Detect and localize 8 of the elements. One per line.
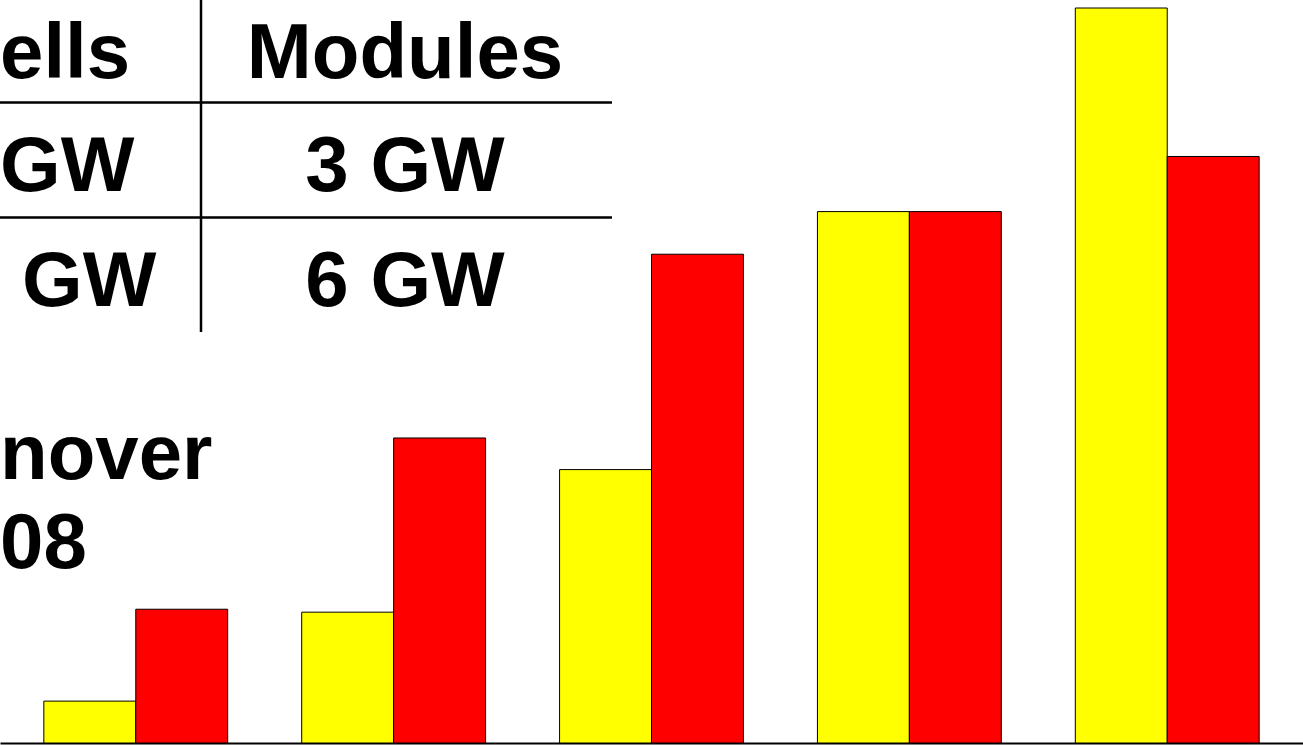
annotation: GW (0, 120, 135, 208)
annotation: GW (22, 235, 157, 323)
annotation: 3 GW (305, 120, 506, 208)
annotation: Modules (246, 7, 564, 95)
annotation: nover (0, 408, 213, 496)
annotation: 6 GW (305, 235, 506, 323)
annotation: ells (0, 7, 131, 95)
annotation: 08 (0, 497, 87, 585)
